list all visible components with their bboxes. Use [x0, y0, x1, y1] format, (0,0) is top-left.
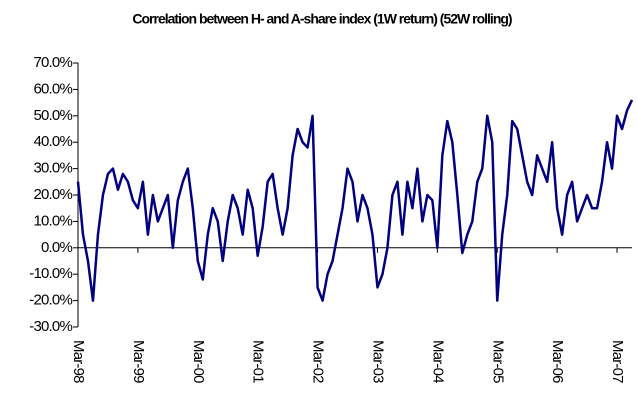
x-tick-label: Mar-00: [190, 340, 207, 383]
x-tick-label: Mar-02: [310, 340, 327, 383]
x-tick-label: Mar-04: [429, 340, 446, 383]
y-tick-label: 20.0%: [33, 186, 72, 203]
y-tick-label: 50.0%: [33, 107, 72, 124]
x-tick-label: Mar-99: [130, 340, 147, 383]
chart-title: Correlation between H- and A-share index…: [132, 11, 512, 27]
line: [76, 99, 634, 302]
x-tick-label: Mar-07: [609, 340, 626, 383]
y-tick-label: 30.0%: [33, 160, 72, 177]
y-tick-label: 10.0%: [33, 212, 72, 229]
x-tick-label: Mar-06: [549, 340, 566, 383]
x-tick-label: Mar-01: [250, 340, 267, 383]
y-tick-label: -10.0%: [29, 265, 72, 282]
y-tick-label: 40.0%: [33, 133, 72, 150]
x-tick-label: Mar-98: [70, 340, 87, 383]
y-tick-label: 70.0%: [33, 54, 72, 71]
x-tick-label: Mar-03: [369, 340, 386, 383]
y-tick-label: -20.0%: [29, 292, 72, 309]
x-tick-label: Mar-05: [489, 340, 506, 383]
y-tick-label: 60.0%: [33, 80, 72, 97]
y-tick-label: -30.0%: [29, 318, 72, 335]
y-tick-label: 0.0%: [41, 239, 72, 256]
